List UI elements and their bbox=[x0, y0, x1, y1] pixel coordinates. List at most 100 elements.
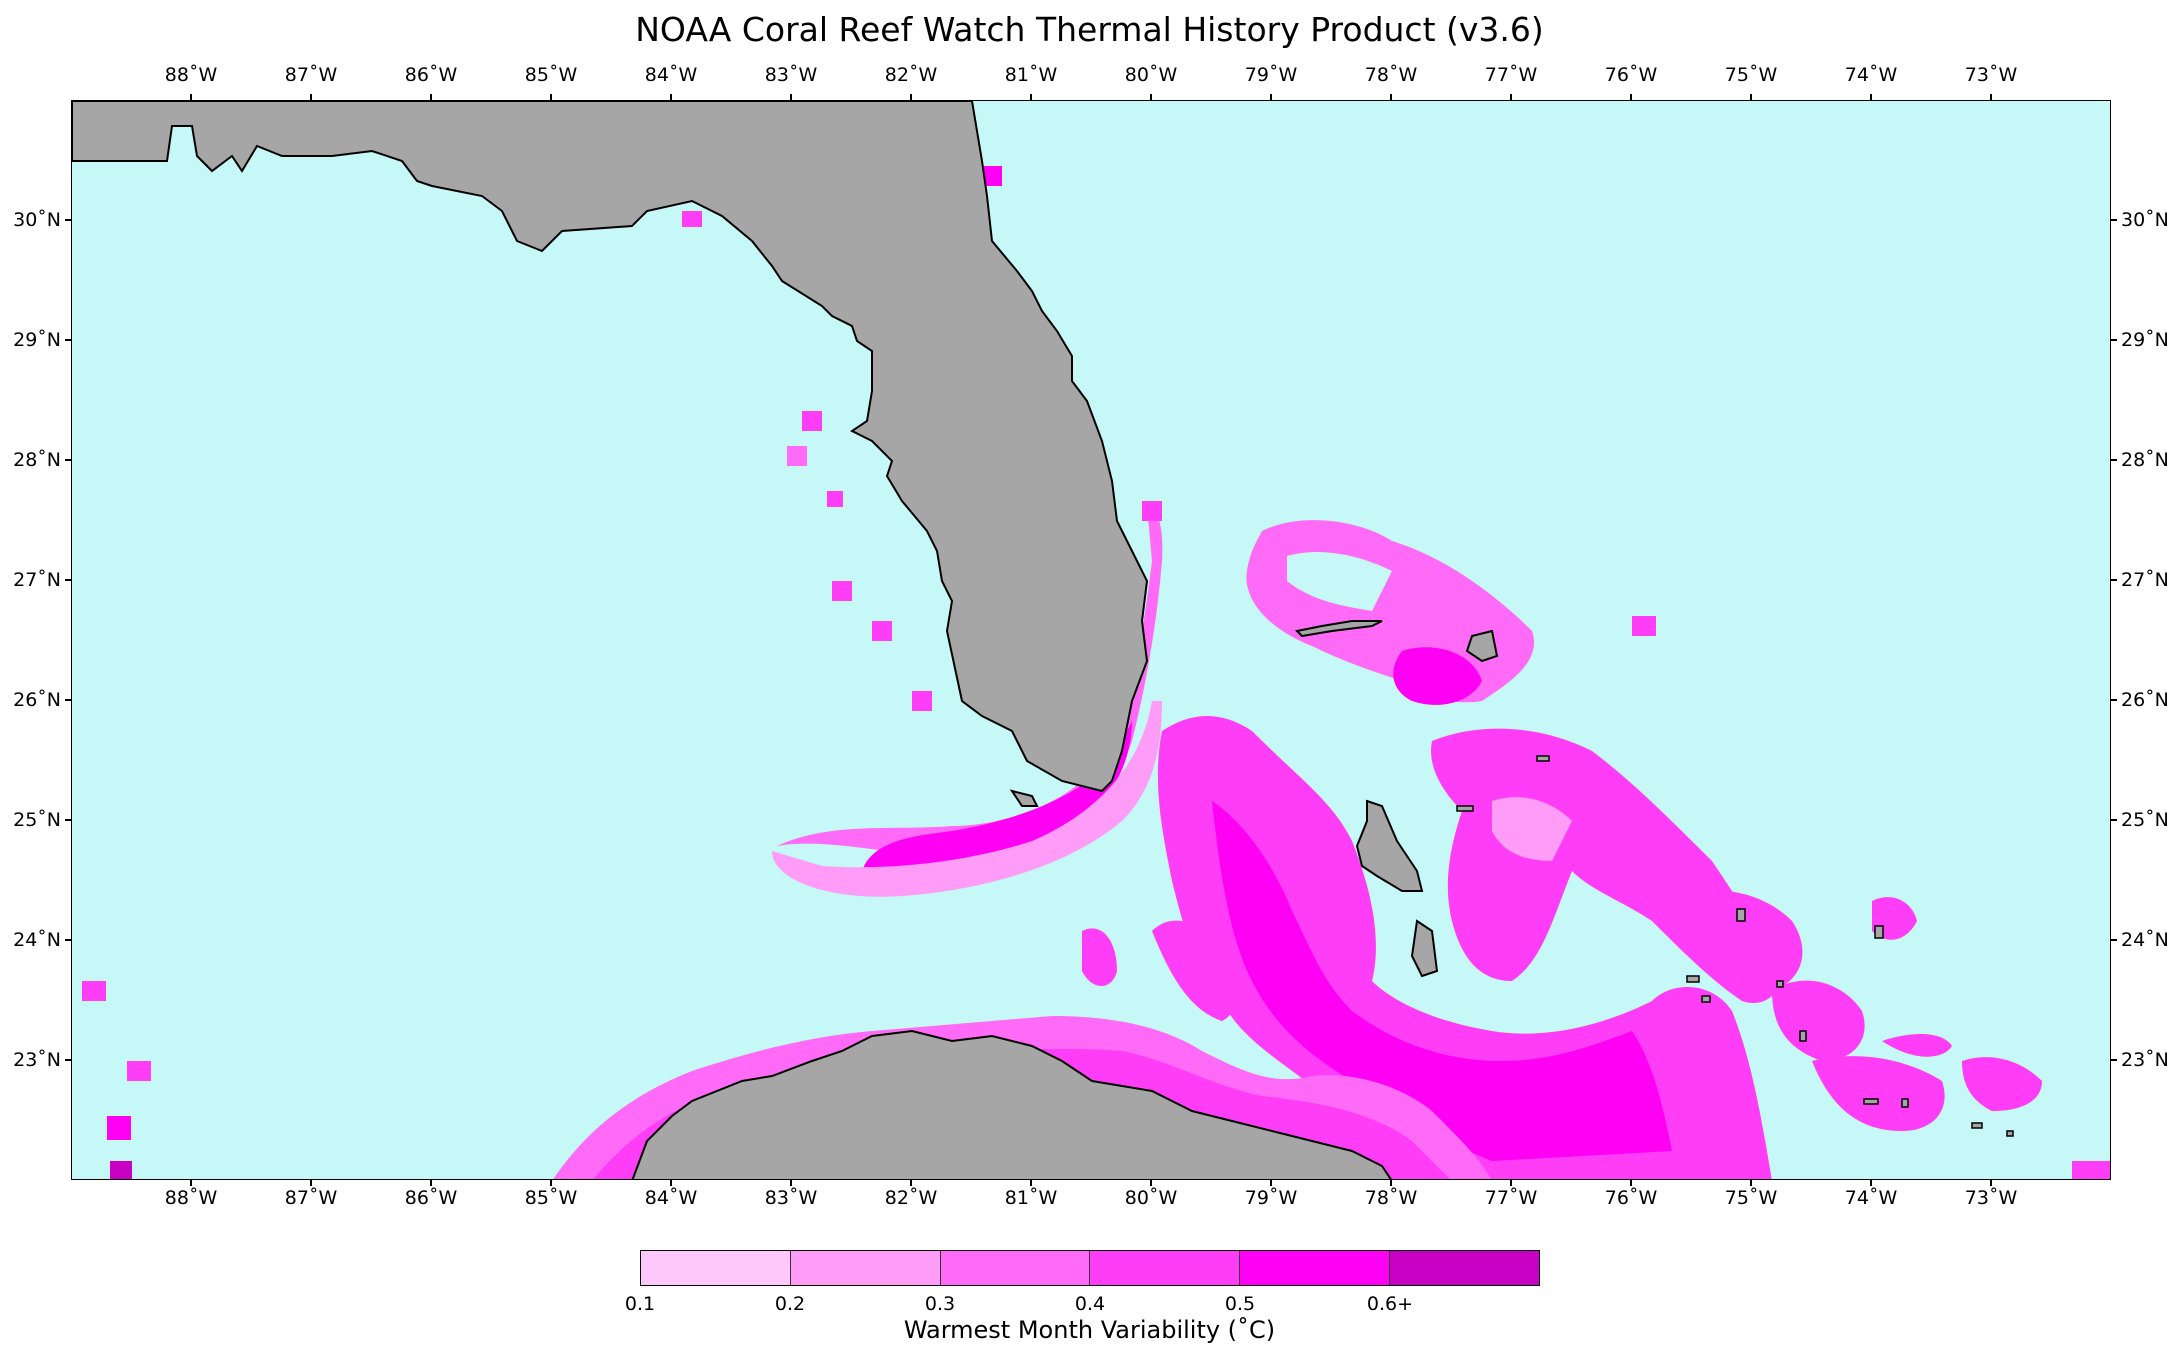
inagua-zone bbox=[1772, 980, 1865, 1061]
small-cay-3 bbox=[1686, 975, 1700, 983]
lat-tick-label-left: 28˚N bbox=[13, 449, 61, 471]
lon-tick-mark-top bbox=[190, 94, 192, 100]
lat-tick-label-right: 24˚N bbox=[2121, 929, 2169, 951]
lon-tick-label-top: 82˚W bbox=[884, 64, 938, 86]
colorbar-segment bbox=[1390, 1251, 1539, 1285]
lon-tick-mark-top bbox=[1870, 94, 1872, 100]
small-cay-7 bbox=[1799, 1030, 1807, 1042]
lat-tick-mark-right bbox=[2111, 219, 2117, 221]
lat-tick-mark-right bbox=[2111, 939, 2117, 941]
lat-tick-mark-left bbox=[65, 819, 71, 821]
lon-tick-mark-top bbox=[1750, 94, 1752, 100]
colorbar-tick-label: 0.5 bbox=[1224, 1293, 1256, 1315]
lon-tick-mark-top bbox=[310, 94, 312, 100]
map-svg bbox=[72, 101, 2110, 1179]
lon-tick-label-top: 88˚W bbox=[164, 64, 218, 86]
small-cay-1 bbox=[1456, 805, 1474, 812]
lon-tick-label-top: 75˚W bbox=[1724, 64, 1778, 86]
lon-tick-label-top: 78˚W bbox=[1364, 64, 1418, 86]
lon-tick-mark-top bbox=[670, 94, 672, 100]
lat-tick-mark-left bbox=[65, 339, 71, 341]
lon-tick-label-bottom: 74˚W bbox=[1844, 1187, 1898, 1209]
lon-tick-label-bottom: 83˚W bbox=[764, 1187, 818, 1209]
keys-outer-band bbox=[772, 701, 1162, 897]
colorbar-segment bbox=[1240, 1251, 1391, 1285]
map-panel[interactable] bbox=[71, 100, 2111, 1180]
lon-tick-mark-bottom bbox=[1270, 1180, 1272, 1186]
lon-tick-mark-bottom bbox=[310, 1180, 312, 1186]
lon-tick-label-top: 77˚W bbox=[1484, 64, 1538, 86]
grand-bahama-island bbox=[1294, 620, 1383, 638]
chart-title: NOAA Coral Reef Watch Thermal History Pr… bbox=[635, 10, 1544, 49]
colorbar-segment bbox=[641, 1251, 791, 1285]
lat-tick-mark-right bbox=[2111, 459, 2117, 461]
lon-tick-label-top: 86˚W bbox=[404, 64, 458, 86]
lon-tick-mark-top bbox=[1630, 94, 1632, 100]
lat-tick-mark-left bbox=[65, 1059, 71, 1061]
lat-tick-label-left: 30˚N bbox=[13, 209, 61, 231]
patch-naples bbox=[912, 691, 932, 711]
lat-tick-label-left: 24˚N bbox=[13, 929, 61, 951]
lon-tick-mark-top bbox=[910, 94, 912, 100]
lat-tick-label-left: 27˚N bbox=[13, 569, 61, 591]
lon-tick-mark-top bbox=[1030, 94, 1032, 100]
lat-tick-mark-left bbox=[65, 219, 71, 221]
colorbar-title: Warmest Month Variability (˚C) bbox=[903, 1316, 1276, 1344]
patch-west-gulf-3 bbox=[107, 1116, 131, 1140]
lon-tick-label-top: 74˚W bbox=[1844, 64, 1898, 86]
lon-tick-mark-bottom bbox=[790, 1180, 792, 1186]
lon-tick-label-bottom: 75˚W bbox=[1724, 1187, 1778, 1209]
patch-sarasota bbox=[827, 491, 843, 507]
patch-charlotte bbox=[832, 581, 852, 601]
lon-tick-label-bottom: 78˚W bbox=[1364, 1187, 1418, 1209]
lat-tick-label-right: 30˚N bbox=[2121, 209, 2169, 231]
colorbar bbox=[640, 1250, 1540, 1286]
lon-tick-mark-bottom bbox=[670, 1180, 672, 1186]
small-cay-12 bbox=[1901, 1098, 1909, 1108]
lat-tick-mark-right bbox=[2111, 339, 2117, 341]
cay-sal-zone bbox=[1152, 920, 1237, 1021]
lat-tick-label-left: 29˚N bbox=[13, 329, 61, 351]
lon-tick-label-bottom: 86˚W bbox=[404, 1187, 458, 1209]
great-bahama-core bbox=[1212, 801, 1672, 1161]
patch-east-atlantic bbox=[1632, 616, 1656, 636]
small-cay-10 bbox=[2006, 1130, 2014, 1137]
lat-tick-label-right: 23˚N bbox=[2121, 1049, 2169, 1071]
patch-west-gulf-4 bbox=[110, 1161, 132, 1179]
lon-tick-mark-top bbox=[1270, 94, 1272, 100]
lon-tick-label-bottom: 79˚W bbox=[1244, 1187, 1298, 1209]
lat-tick-label-right: 25˚N bbox=[2121, 809, 2169, 831]
colorbar-segment bbox=[940, 1251, 1091, 1285]
lon-tick-label-bottom: 82˚W bbox=[884, 1187, 938, 1209]
lon-tick-mark-bottom bbox=[1630, 1180, 1632, 1186]
lon-tick-label-top: 84˚W bbox=[644, 64, 698, 86]
lat-tick-label-right: 26˚N bbox=[2121, 689, 2169, 711]
grand-bahama-zone bbox=[1393, 647, 1482, 705]
lon-tick-label-top: 76˚W bbox=[1604, 64, 1658, 86]
lon-tick-label-top: 80˚W bbox=[1124, 64, 1178, 86]
lon-tick-label-bottom: 84˚W bbox=[644, 1187, 698, 1209]
lon-tick-mark-bottom bbox=[1870, 1180, 1872, 1186]
lon-tick-mark-bottom bbox=[1030, 1180, 1032, 1186]
andros-south bbox=[1410, 919, 1439, 978]
little-bahama-inner bbox=[1287, 551, 1392, 611]
lat-tick-label-right: 28˚N bbox=[2121, 449, 2169, 471]
small-cay-5 bbox=[1736, 908, 1746, 922]
lat-tick-mark-right bbox=[2111, 819, 2117, 821]
patch-ft-myers bbox=[872, 621, 892, 641]
patch-west-gulf-1 bbox=[82, 981, 106, 1001]
small-cay-6 bbox=[1776, 980, 1784, 988]
florida-landmass bbox=[72, 101, 1149, 793]
lon-tick-mark-top bbox=[1150, 94, 1152, 100]
lon-tick-label-bottom: 76˚W bbox=[1604, 1187, 1658, 1209]
lat-tick-mark-left bbox=[65, 459, 71, 461]
turks-zone bbox=[1812, 1056, 1945, 1131]
lon-tick-mark-top bbox=[550, 94, 552, 100]
lon-tick-mark-top bbox=[1390, 94, 1392, 100]
lon-tick-label-bottom: 80˚W bbox=[1124, 1187, 1178, 1209]
lon-tick-mark-top bbox=[430, 94, 432, 100]
small-cay-11 bbox=[1874, 925, 1884, 939]
lon-tick-mark-bottom bbox=[1510, 1180, 1512, 1186]
lon-tick-label-bottom: 85˚W bbox=[524, 1187, 578, 1209]
lat-tick-label-right: 29˚N bbox=[2121, 329, 2169, 351]
